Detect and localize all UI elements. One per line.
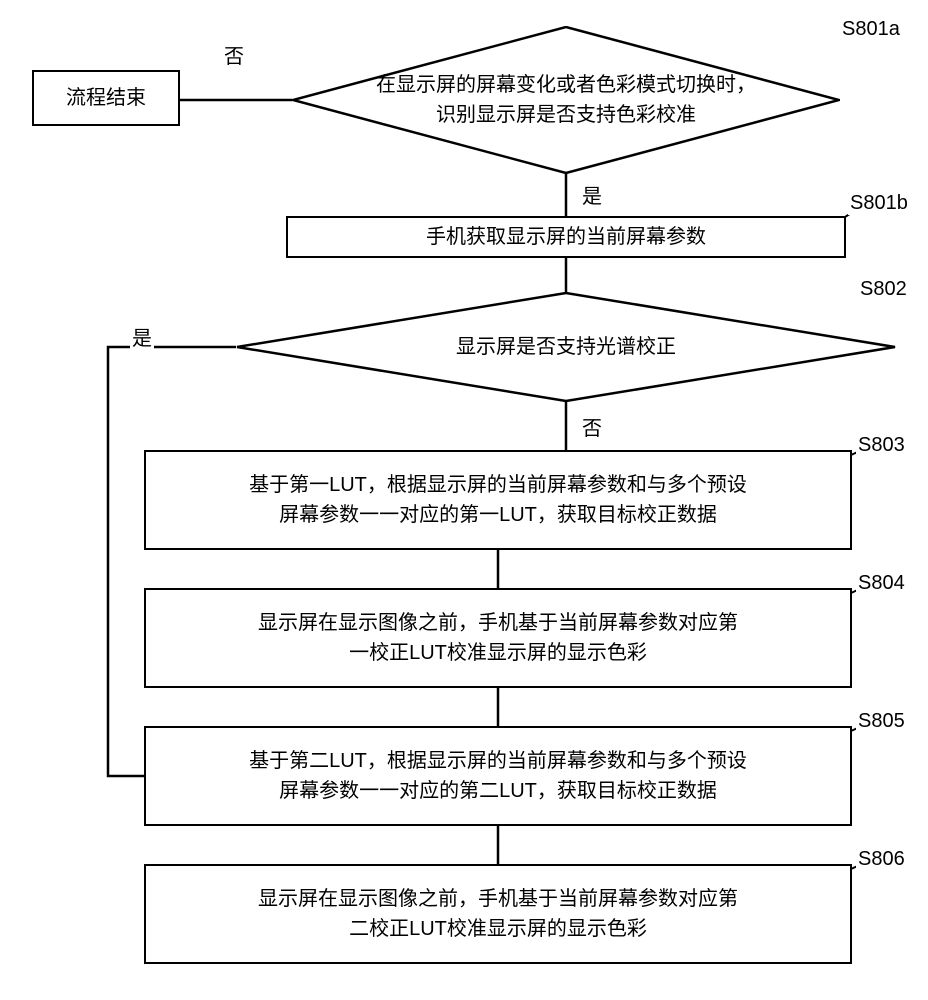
step-label-s802: S802 xyxy=(858,278,909,301)
step-label-s804: S804 xyxy=(856,572,907,595)
flowchart-canvas: 流程结束 在显示屏的屏幕变化或者色彩模式切换时， 识别显示屏是否支持色彩校准 手… xyxy=(0,0,928,1000)
step-label-s801b: S801b xyxy=(848,192,910,215)
node-s806: 显示屏在显示图像之前，手机基于当前屏幕参数对应第 二校正LUT校准显示屏的显示色… xyxy=(144,864,852,964)
node-d1-text: 在显示屏的屏幕变化或者色彩模式切换时， 识别显示屏是否支持色彩校准 xyxy=(376,70,756,130)
node-d2-text: 显示屏是否支持光谱校正 xyxy=(456,332,676,362)
step-label-s806: S806 xyxy=(856,848,907,871)
step-label-s805: S805 xyxy=(856,710,907,733)
node-end: 流程结束 xyxy=(32,70,180,126)
node-s801b: 手机获取显示屏的当前屏幕参数 xyxy=(286,216,846,258)
node-s806-text: 显示屏在显示图像之前，手机基于当前屏幕参数对应第 二校正LUT校准显示屏的显示色… xyxy=(258,884,738,944)
edge-label-d2-yes: 是 xyxy=(130,322,154,351)
node-d1: 在显示屏的屏幕变化或者色彩模式切换时， 识别显示屏是否支持色彩校准 xyxy=(292,26,840,174)
node-s803: 基于第一LUT，根据显示屏的当前屏幕参数和与多个预设 屏幕参数一一对应的第一LU… xyxy=(144,450,852,550)
node-end-text: 流程结束 xyxy=(66,83,146,113)
node-s803-text: 基于第一LUT，根据显示屏的当前屏幕参数和与多个预设 屏幕参数一一对应的第一LU… xyxy=(249,470,747,530)
node-d2: 显示屏是否支持光谱校正 xyxy=(236,292,896,402)
edge-label-d2-no: 否 xyxy=(580,412,604,441)
step-label-s801a: S801a xyxy=(840,18,902,41)
node-s804-text: 显示屏在显示图像之前，手机基于当前屏幕参数对应第 一校正LUT校准显示屏的显示色… xyxy=(258,608,738,668)
node-s801b-text: 手机获取显示屏的当前屏幕参数 xyxy=(426,222,706,252)
edge-label-d1-yes: 是 xyxy=(580,180,604,209)
node-s804: 显示屏在显示图像之前，手机基于当前屏幕参数对应第 一校正LUT校准显示屏的显示色… xyxy=(144,588,852,688)
node-s805-text: 基于第二LUT，根据显示屏的当前屏幕参数和与多个预设 屏幕参数一一对应的第二LU… xyxy=(249,746,747,806)
step-label-s803: S803 xyxy=(856,434,907,457)
edge-label-d1-no: 否 xyxy=(222,40,246,69)
node-s805: 基于第二LUT，根据显示屏的当前屏幕参数和与多个预设 屏幕参数一一对应的第二LU… xyxy=(144,726,852,826)
